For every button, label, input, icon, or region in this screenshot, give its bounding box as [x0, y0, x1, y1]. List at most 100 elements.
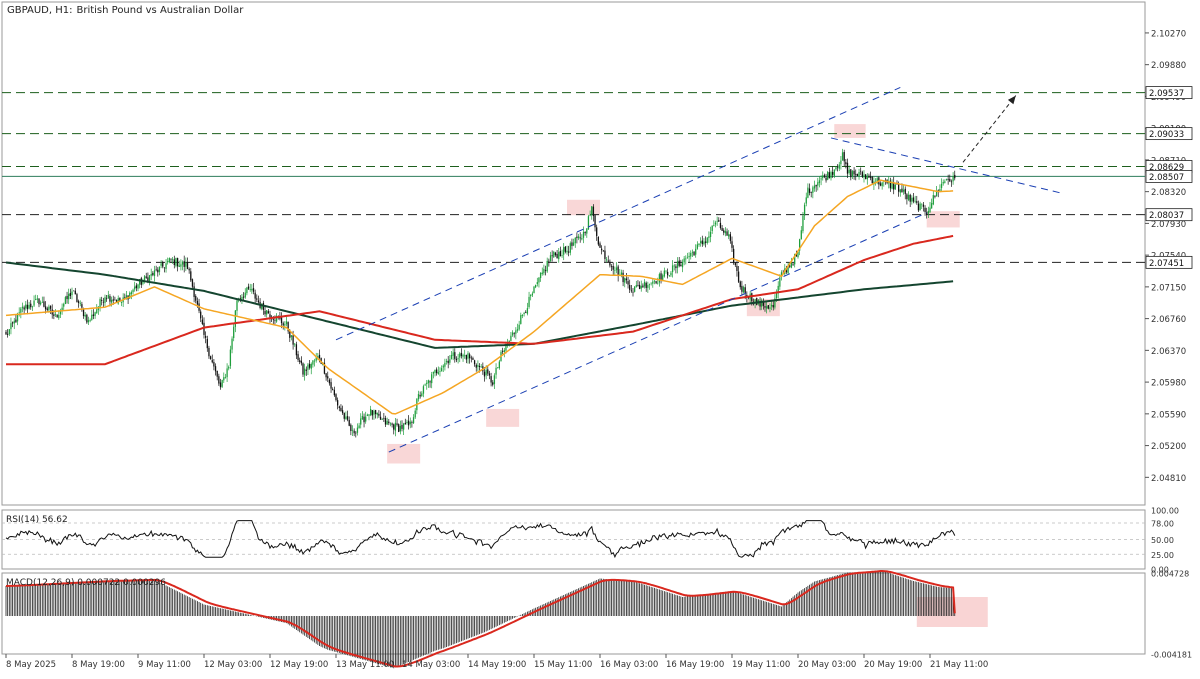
candle-body	[18, 312, 20, 314]
candle-body	[813, 185, 816, 189]
candle-body	[921, 203, 923, 205]
candle-body	[193, 286, 195, 297]
time-tick-label: 16 May 19:00	[666, 660, 724, 670]
candle-body	[686, 257, 689, 259]
candle-body	[931, 203, 933, 209]
candle-body	[566, 250, 568, 253]
trend-line[interactable]	[388, 212, 927, 453]
candle-body	[107, 294, 109, 299]
candle-body	[452, 352, 454, 356]
rsi-tick-label: 78.00	[1151, 519, 1174, 528]
candle-body	[624, 278, 626, 283]
candle-body	[211, 360, 213, 363]
candle-body	[939, 189, 941, 192]
candle-body	[569, 243, 571, 253]
candle-body	[914, 200, 916, 202]
candle-body	[488, 373, 491, 376]
candle-body	[906, 194, 908, 200]
candle-body	[744, 287, 746, 294]
candle-body	[96, 309, 98, 314]
candle-body	[546, 260, 548, 272]
price-level-tag-text: 2.09537	[1149, 89, 1184, 99]
macd-pane-frame	[1, 572, 1146, 655]
candle-body	[444, 362, 446, 367]
candle-body	[736, 265, 738, 272]
candle-body	[543, 268, 545, 274]
candle-body	[257, 300, 260, 303]
macd-highlight-zone	[916, 597, 988, 627]
candle-body	[431, 374, 433, 384]
candle-body	[680, 264, 682, 267]
candle-body	[386, 420, 388, 425]
candle-body	[898, 183, 900, 192]
candle-body	[216, 370, 218, 377]
candle-body	[949, 178, 951, 182]
candle-body	[101, 300, 103, 302]
candle-body	[551, 255, 553, 257]
candle-body	[587, 216, 590, 230]
candle-body	[871, 177, 873, 184]
candle-body	[195, 296, 197, 301]
candle-body	[384, 418, 387, 425]
candle-body	[419, 395, 421, 397]
time-tick-label: 14 May 19:00	[468, 660, 526, 670]
candle-body	[912, 197, 915, 202]
macd-pane[interactable]: 0.004728 -0.004181 MACD(12,26,9) 0.000722…	[1, 570, 1192, 669]
candle-body	[15, 319, 17, 323]
candle-body	[660, 273, 662, 281]
candle-body	[143, 276, 146, 281]
candle-body	[421, 393, 423, 397]
candle-body	[505, 345, 507, 351]
candle-body	[153, 270, 156, 276]
candle-body	[302, 363, 304, 375]
candle-body	[117, 298, 119, 304]
candle-body	[48, 306, 50, 311]
candle-body	[523, 313, 525, 315]
candle-body	[601, 248, 603, 251]
candle-body	[799, 239, 801, 251]
main-pane[interactable]: 2.102702.098802.094902.091002.087102.083…	[1, 1, 1193, 506]
candle-body	[63, 303, 65, 307]
candle-body	[889, 180, 892, 189]
candle-body	[318, 354, 321, 359]
candle-body	[841, 152, 844, 161]
candle-body	[561, 255, 563, 257]
candle-body	[379, 416, 382, 420]
price-level-tag	[1145, 127, 1193, 141]
candle-body	[647, 285, 649, 288]
candle-body	[119, 297, 121, 302]
candle-body	[176, 258, 179, 267]
candle-body	[328, 379, 331, 384]
candle-body	[135, 285, 137, 289]
time-axis: 8 May 2025 8 May 19:00 9 May 11:00 12 May 0…	[5, 654, 988, 670]
candle-body	[865, 174, 867, 179]
candle-body	[741, 285, 743, 292]
candle-body	[272, 319, 274, 320]
rsi-pane[interactable]: 100.00 78.00 50.00 25.00 0.00 RSI(14) 56.62	[1, 507, 1179, 575]
projection-arrow[interactable]	[962, 95, 1017, 163]
candle-body	[703, 241, 705, 245]
candle-body	[124, 297, 126, 299]
trend-lines[interactable]	[335, 87, 1063, 453]
candle-body	[604, 250, 606, 259]
candle-body	[89, 320, 91, 321]
candle-body	[846, 162, 849, 174]
candle-body	[213, 361, 215, 367]
candle-body	[346, 416, 349, 420]
candle-body	[41, 301, 43, 303]
price-level-tag-text: 2.08037	[1149, 211, 1184, 221]
candle-body	[229, 349, 232, 366]
candle-body	[414, 410, 416, 418]
trend-line[interactable]	[830, 137, 1063, 194]
candle-body	[638, 284, 641, 290]
candle-body	[726, 231, 728, 236]
candle-body	[368, 414, 370, 416]
candle-body	[515, 330, 517, 334]
candle-body	[327, 376, 329, 379]
rsi-line	[5, 520, 956, 559]
candle-body	[426, 382, 428, 385]
candle-body	[285, 321, 288, 325]
